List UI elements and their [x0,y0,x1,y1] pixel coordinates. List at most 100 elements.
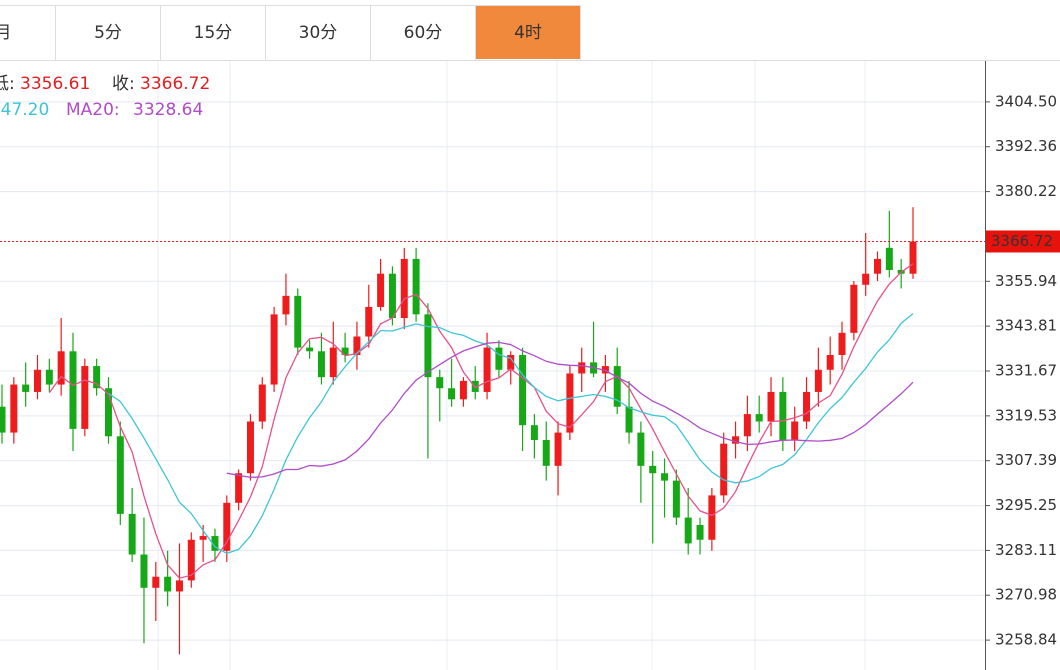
candle-body [448,388,456,400]
candle-body [388,273,396,319]
tabs: 月 5分 15分 30分 60分 4时 [0,5,581,60]
y-tick-label: 3319.53 [995,406,1057,424]
candle-body [270,314,278,385]
candle-body [613,366,621,407]
candle-body [365,306,373,337]
candle-body [542,439,550,466]
candle-body [81,366,89,429]
candle-body [329,347,337,378]
candle-body [850,284,858,333]
y-tick-label: 3343.81 [995,317,1057,335]
candle-body [779,391,787,440]
readout-close-label: 收: [112,74,135,94]
y-tick-label: 3355.94 [995,272,1057,290]
candle-body [838,332,846,355]
y-tick-label: 3258.84 [995,631,1057,649]
candle-body [732,436,740,444]
candle-body [152,576,160,588]
tab[interactable]: 5分 [94,23,122,43]
candle-body [814,369,822,392]
ma-line [108,313,914,555]
candle-body [566,373,574,433]
candle-body [661,473,669,481]
candle-body [353,336,361,355]
candle-body [720,443,728,496]
candle-body [104,388,112,437]
candle-body [519,354,527,426]
candle-body [696,524,704,540]
candle-body [10,384,18,433]
readout-ma20-label: MA20: [66,100,120,120]
candle-body [317,351,325,378]
candle-body [93,366,101,389]
ma-line [226,341,914,478]
candle-body [258,384,266,422]
candle-body [282,295,290,315]
candle-body [743,414,751,437]
candle-body [424,314,432,378]
candle-body [672,480,680,518]
candle-body [767,391,775,422]
candle-body [211,536,219,551]
tab[interactable]: 15分 [194,23,233,43]
tab[interactable]: 4时 [514,23,542,43]
tab[interactable]: 30分 [299,23,338,43]
candle-body [803,391,811,422]
readout: 低: 3356.61 收: 3366.72 3347.20 MA20: 3328… [0,74,210,120]
candle-body [601,366,609,374]
candle-body [235,473,243,503]
y-tick-label: 3283.11 [995,541,1057,559]
candle-body [400,258,408,319]
candle-body [885,247,893,270]
readout-low-label: 低: [0,74,15,94]
y-tick-label: 3392.36 [995,137,1057,155]
candle-body [755,414,763,422]
candle-body [175,580,183,592]
candle-body [0,406,6,433]
last-price-label: 3366.72 [991,232,1053,250]
candle-body [483,347,491,392]
candle-body [578,362,586,374]
last-price-tag [986,230,1060,253]
grid [0,101,985,641]
candle-body [223,502,231,551]
tab[interactable]: 60分 [404,23,443,43]
candle-body [246,421,254,474]
tab-active-bg [476,6,580,59]
readout-close: 3366.72 [140,74,210,94]
candle-body [791,421,799,440]
candle-body [140,554,148,588]
candle-body [199,536,207,540]
candle-body [625,406,633,433]
candle-body [377,273,385,307]
axis-labels: 3404.50 3392.36 3380.22 3355.94 3343.81 3331.… [985,92,1060,649]
candle-body [128,513,136,555]
tab[interactable]: 月 [0,23,12,43]
candle-body [649,465,657,474]
candle-body [909,241,917,274]
candle-body [507,354,515,370]
candle-body [862,273,870,285]
ma-line [48,263,914,579]
candle-body [874,258,882,274]
candle-body [436,377,444,389]
readout-ma10: 3347.20 [0,100,49,120]
candle-body [471,380,479,392]
candle-body [187,539,195,581]
y-tick-label: 3331.67 [995,361,1057,379]
candle-body [294,295,302,348]
y-tick-label: 3380.22 [995,182,1057,200]
candle-body [22,384,30,392]
candle-body [495,347,503,370]
time-grid [157,61,866,670]
candle-body [33,369,41,392]
candle-body [116,436,124,514]
candle-body [554,432,562,466]
candle-body [57,351,65,385]
readout-ma20: 3328.64 [133,100,203,120]
y-tick-label: 3404.50 [995,92,1057,110]
y-tick-label: 3270.98 [995,586,1057,604]
candle-body [164,576,172,592]
